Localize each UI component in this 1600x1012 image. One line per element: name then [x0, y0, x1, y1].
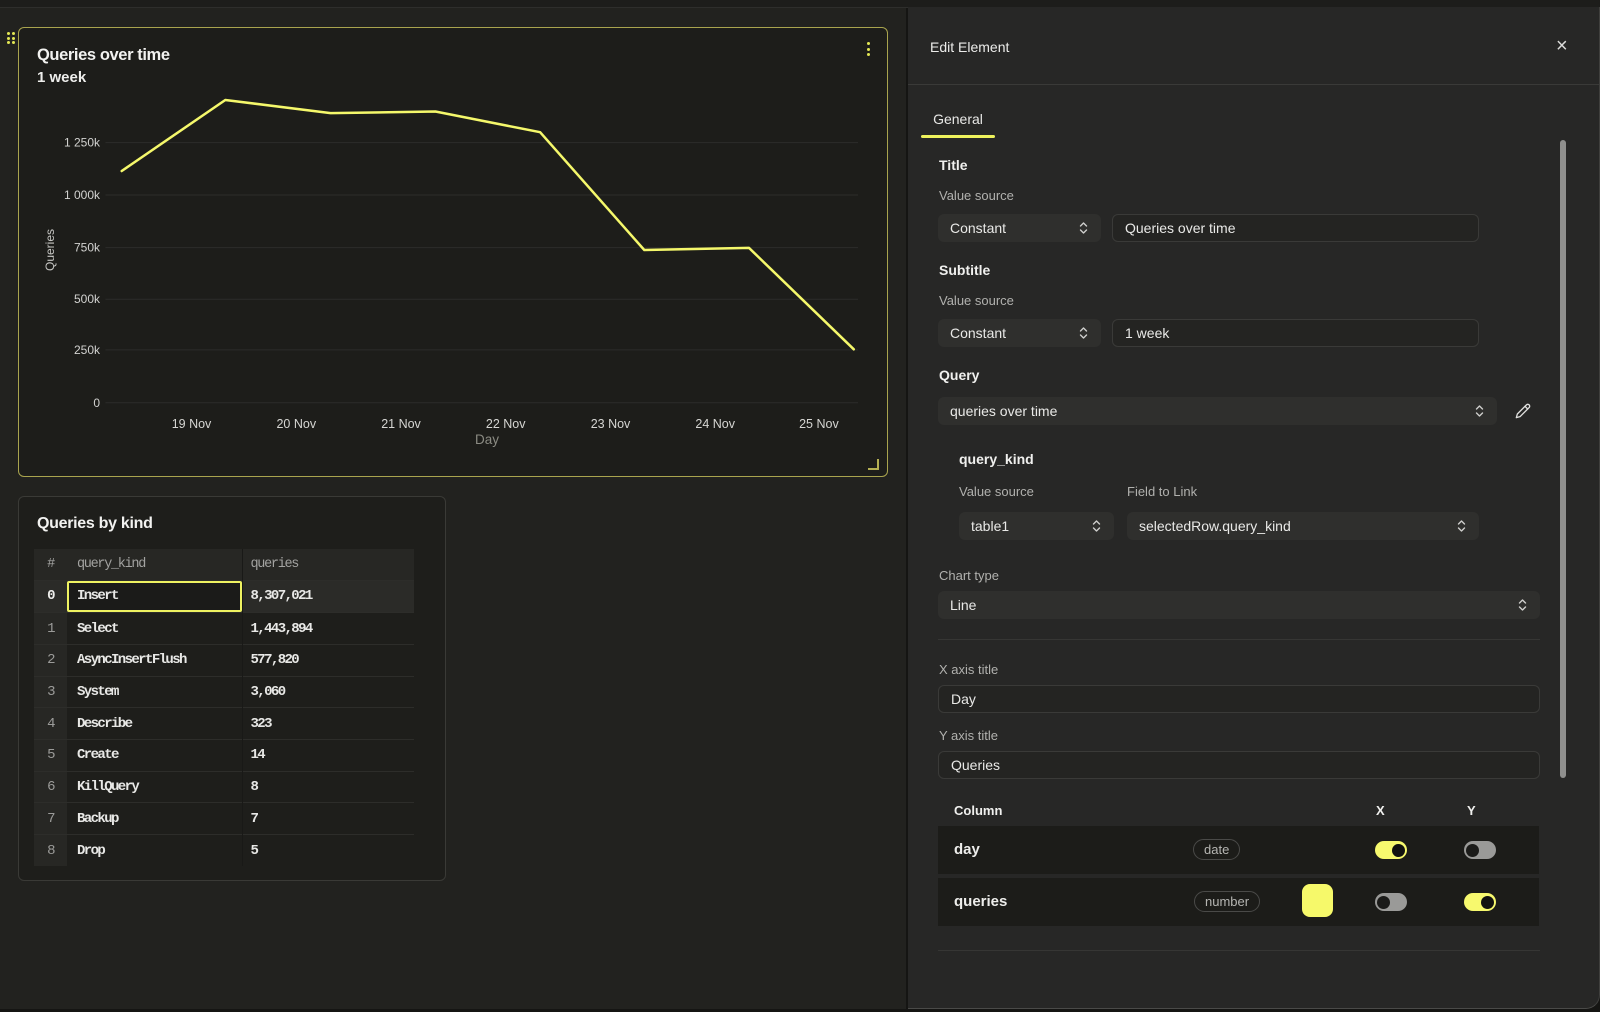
svg-text:24 Nov: 24 Nov: [695, 417, 735, 431]
svg-text:0: 0: [93, 396, 100, 410]
svg-text:Queries: Queries: [43, 229, 57, 271]
svg-text:1 000k: 1 000k: [64, 188, 101, 202]
svg-text:25 Nov: 25 Nov: [799, 417, 839, 431]
svg-text:1 250k: 1 250k: [64, 136, 101, 150]
svg-text:21 Nov: 21 Nov: [381, 417, 421, 431]
svg-text:19 Nov: 19 Nov: [172, 417, 212, 431]
svg-text:23 Nov: 23 Nov: [591, 417, 631, 431]
svg-text:20 Nov: 20 Nov: [276, 417, 316, 431]
svg-text:22 Nov: 22 Nov: [486, 417, 526, 431]
svg-text:250k: 250k: [74, 343, 101, 357]
svg-text:750k: 750k: [74, 241, 101, 255]
svg-text:Day: Day: [475, 432, 499, 447]
svg-text:500k: 500k: [74, 292, 101, 306]
